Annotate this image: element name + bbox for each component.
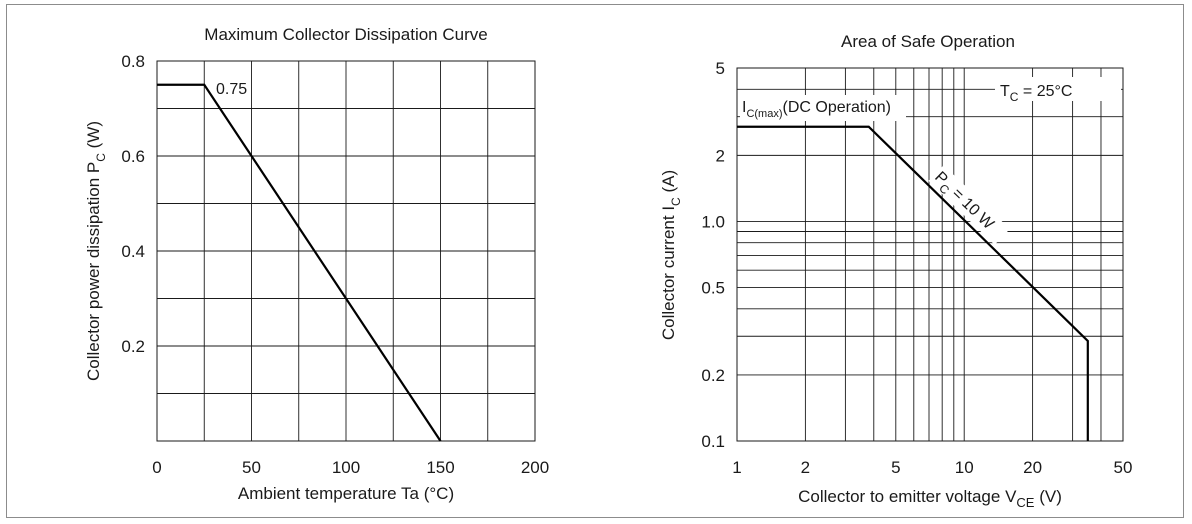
x-tick-label: 100 (332, 458, 360, 477)
annotation-mask (995, 77, 1121, 101)
tc-annotation: TC = 25°C (1000, 83, 1072, 104)
grid-lines (737, 68, 1123, 441)
annotation-075: 0.75 (216, 81, 247, 98)
x-axis-label: Ambient temperature Ta (°C) (238, 484, 454, 503)
y-tick-label: 0.8 (121, 52, 145, 71)
x-tick-label: 1 (732, 458, 741, 477)
x-tick-labels: 1 2 5 10 20 50 (732, 458, 1132, 477)
y-tick-label: 0.4 (121, 242, 145, 261)
x-tick-label: 0 (152, 458, 161, 477)
safe-operation-chart: Area of Safe Operation 1 2 5 10 20 50 0.10.20… (659, 32, 1132, 510)
grid-lines (157, 61, 535, 441)
y-tick-labels: 0.2 0.4 0.6 0.8 (121, 52, 145, 356)
derating-curve (157, 83, 442, 442)
x-tick-label: 50 (242, 458, 261, 477)
y-tick-label: 2 (716, 146, 725, 165)
chart-title: Area of Safe Operation (841, 32, 1015, 51)
y-tick-label: 0.6 (121, 147, 145, 166)
y-axis-label-main: Collector power dissipation P (84, 162, 103, 381)
x-tick-label: 5 (891, 458, 900, 477)
dissipation-chart: Maximum Collector Dissipation Curve 0 50 1… (84, 25, 549, 503)
pc-annotation: PC = 10 W (928, 165, 1010, 245)
y-tick-label: 1.0 (701, 212, 725, 231)
x-tick-labels: 0 50 100 150 200 (152, 458, 549, 477)
x-tick-label: 200 (521, 458, 549, 477)
x-tick-label: 50 (1114, 458, 1133, 477)
y-tick-label: 0.2 (121, 337, 145, 356)
annotation-mask (740, 95, 906, 121)
y-tick-label: 0.2 (701, 366, 725, 385)
plot-area (156, 60, 536, 442)
plot-area (736, 67, 1124, 442)
y-tick-label: 0.1 (701, 432, 725, 451)
svg-text:PC = 10 W: PC = 10 W (928, 169, 997, 237)
safe-operation-boundary (737, 125, 1089, 441)
y-tick-label: 5 (716, 59, 725, 78)
x-tick-label: 150 (426, 458, 454, 477)
x-tick-label: 2 (801, 458, 810, 477)
y-axis-label-sub: C (94, 153, 108, 162)
y-axis-label-unit: (W) (84, 121, 103, 153)
icmax-annotation: IC(max)(DC Operation) (742, 99, 891, 120)
y-axis-label: Collector current IC (A) (659, 170, 683, 340)
x-tick-label: 10 (955, 458, 974, 477)
y-tick-labels: 0.1 0.2 0.5 1.0 2 5 (701, 59, 725, 451)
y-axis-label: Collector power dissipation PC (W) (84, 121, 108, 381)
x-axis-label: Collector to emitter voltage VCE (V) (798, 487, 1062, 510)
x-tick-label: 20 (1023, 458, 1042, 477)
y-tick-label: 0.5 (701, 279, 725, 298)
chart-title: Maximum Collector Dissipation Curve (204, 25, 487, 44)
